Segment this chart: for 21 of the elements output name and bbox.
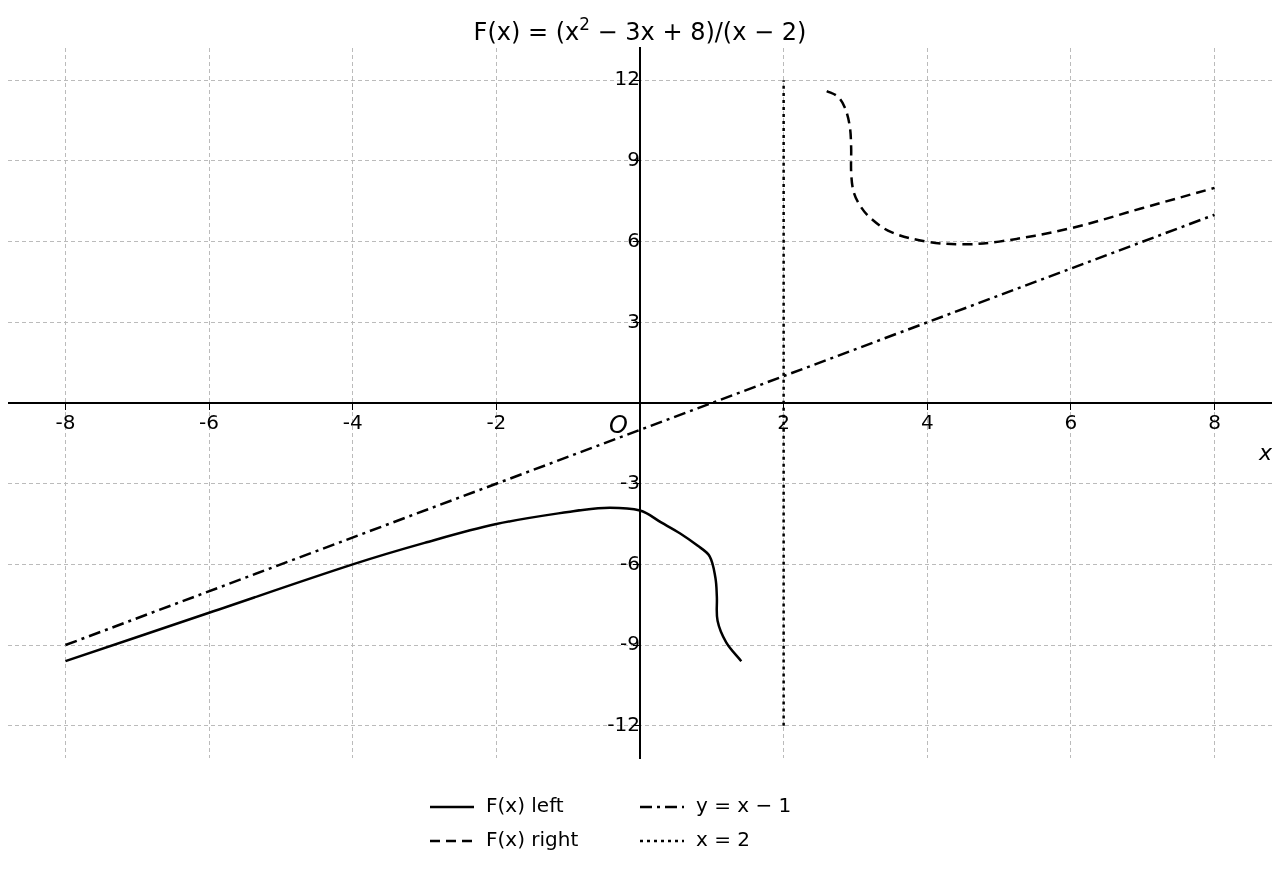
y-tick-label: 12 (614, 66, 640, 91)
x-tick-label: -2 (486, 410, 507, 435)
x-tick-label: -6 (199, 410, 220, 435)
y-tick-label: -12 (607, 711, 640, 736)
y-tick-label: -6 (620, 550, 640, 575)
annotation: O (609, 411, 628, 440)
line-series (825, 89, 1216, 246)
x-tick-label: -8 (55, 410, 76, 435)
legend-label: y = x − 1 (696, 793, 792, 818)
y-tick-label: -3 (620, 469, 640, 494)
legend-label: x = 2 (696, 827, 751, 852)
legend-label: F(x) left (486, 793, 564, 818)
x-tick-label: 4 (920, 410, 934, 435)
x-tick-label: 6 (1064, 410, 1078, 435)
y-tick-label: -9 (620, 631, 640, 656)
y-tick-label: 6 (627, 227, 640, 252)
x-tick-label: -4 (342, 410, 363, 435)
x-axis-title: x (1257, 439, 1273, 465)
x-tick-label: 8 (1208, 410, 1221, 435)
legend-label: F(x) right (486, 827, 579, 852)
y-tick-label: 3 (627, 308, 640, 333)
